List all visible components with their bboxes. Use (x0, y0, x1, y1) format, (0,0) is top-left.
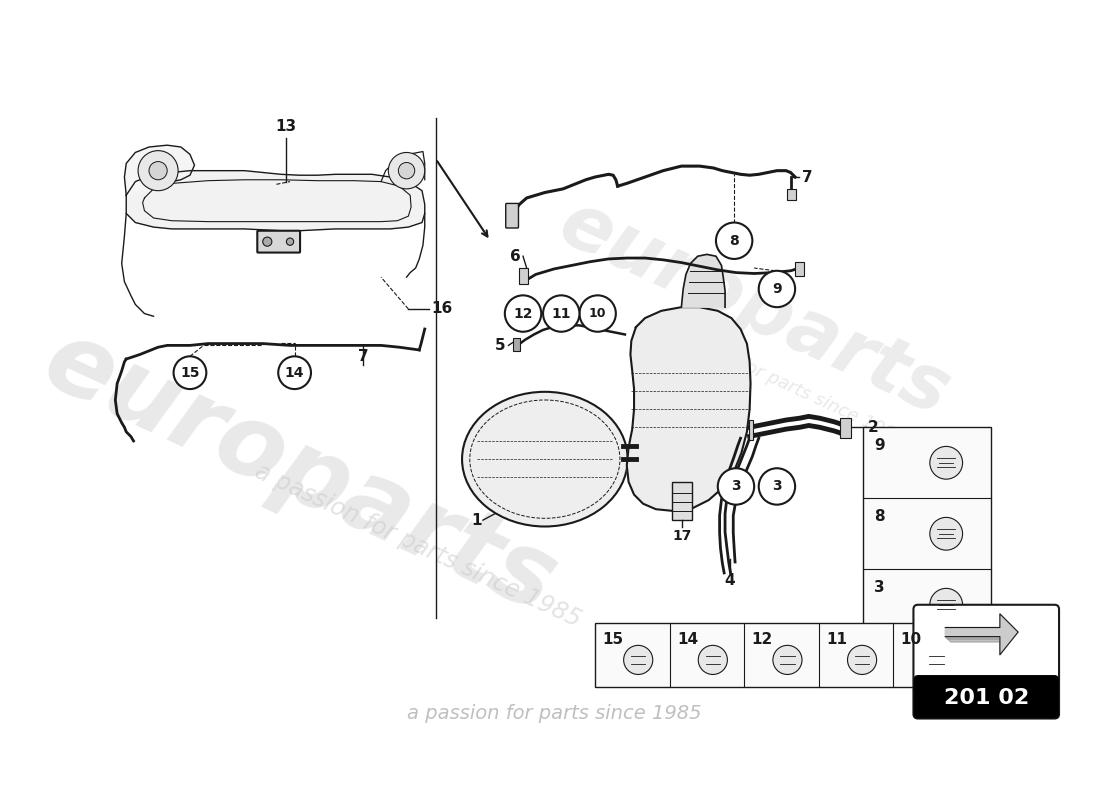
Circle shape (148, 162, 167, 180)
FancyBboxPatch shape (506, 203, 518, 228)
Circle shape (139, 150, 178, 190)
Text: 11: 11 (551, 306, 571, 321)
Text: 10: 10 (901, 632, 922, 647)
Text: 3: 3 (874, 580, 884, 595)
Text: a passion for parts since 1985: a passion for parts since 1985 (654, 316, 909, 447)
FancyBboxPatch shape (914, 676, 1058, 718)
Polygon shape (681, 254, 725, 307)
Circle shape (505, 295, 541, 332)
Polygon shape (126, 170, 425, 230)
Text: 10: 10 (588, 307, 606, 320)
Text: a passion for parts since 1985: a passion for parts since 1985 (251, 459, 584, 632)
Text: 3: 3 (772, 479, 782, 494)
Circle shape (930, 588, 962, 621)
Circle shape (698, 646, 727, 674)
Text: a passion for parts since 1985: a passion for parts since 1985 (407, 705, 701, 723)
Text: 15: 15 (602, 632, 624, 647)
Text: 5: 5 (495, 338, 506, 353)
Bar (749, 420, 754, 440)
Text: 8: 8 (729, 234, 739, 248)
Text: 6: 6 (509, 249, 520, 264)
Circle shape (716, 222, 752, 259)
Circle shape (286, 238, 294, 246)
Text: 7: 7 (802, 170, 812, 185)
Bar (795, 262, 804, 276)
Text: europarts: europarts (29, 312, 570, 634)
Circle shape (759, 468, 795, 505)
Bar (918, 679, 1055, 714)
Circle shape (543, 295, 580, 332)
Circle shape (847, 646, 877, 674)
Bar (864, 427, 991, 640)
Bar (672, 482, 692, 520)
Circle shape (174, 356, 207, 389)
Circle shape (759, 270, 795, 307)
Text: 13: 13 (275, 119, 296, 134)
Circle shape (718, 468, 755, 505)
Text: 201 02: 201 02 (944, 687, 1028, 707)
Circle shape (773, 646, 802, 674)
Circle shape (930, 518, 962, 550)
Circle shape (930, 446, 962, 479)
Text: 1: 1 (472, 513, 482, 528)
Text: 17: 17 (672, 530, 692, 543)
Text: 11: 11 (826, 632, 847, 647)
Polygon shape (945, 637, 1005, 642)
Text: 3: 3 (732, 479, 740, 494)
FancyBboxPatch shape (913, 605, 1059, 718)
Circle shape (922, 646, 952, 674)
Bar (595, 623, 968, 686)
Circle shape (278, 356, 311, 389)
Polygon shape (945, 614, 1019, 655)
Bar (513, 338, 520, 351)
Circle shape (398, 162, 415, 179)
FancyBboxPatch shape (257, 230, 300, 253)
Text: 9: 9 (772, 282, 782, 296)
Polygon shape (945, 637, 1002, 639)
Polygon shape (124, 145, 195, 195)
Text: 12: 12 (751, 632, 772, 647)
Text: 9: 9 (874, 438, 884, 454)
Text: 15: 15 (180, 366, 200, 380)
Circle shape (580, 295, 616, 332)
Circle shape (263, 237, 272, 246)
Bar (839, 418, 850, 438)
Circle shape (624, 646, 652, 674)
Text: europarts: europarts (548, 186, 961, 432)
Text: 14: 14 (285, 366, 305, 380)
Bar (786, 189, 796, 200)
Text: 8: 8 (874, 510, 884, 524)
Text: 2: 2 (868, 420, 879, 435)
Text: 12: 12 (514, 306, 532, 321)
Bar (519, 268, 528, 285)
Ellipse shape (462, 392, 628, 526)
Text: 16: 16 (431, 302, 452, 317)
Circle shape (388, 153, 425, 189)
Text: 7: 7 (358, 349, 368, 363)
Polygon shape (627, 307, 750, 511)
Text: 14: 14 (676, 632, 698, 647)
Text: 4: 4 (724, 573, 735, 588)
